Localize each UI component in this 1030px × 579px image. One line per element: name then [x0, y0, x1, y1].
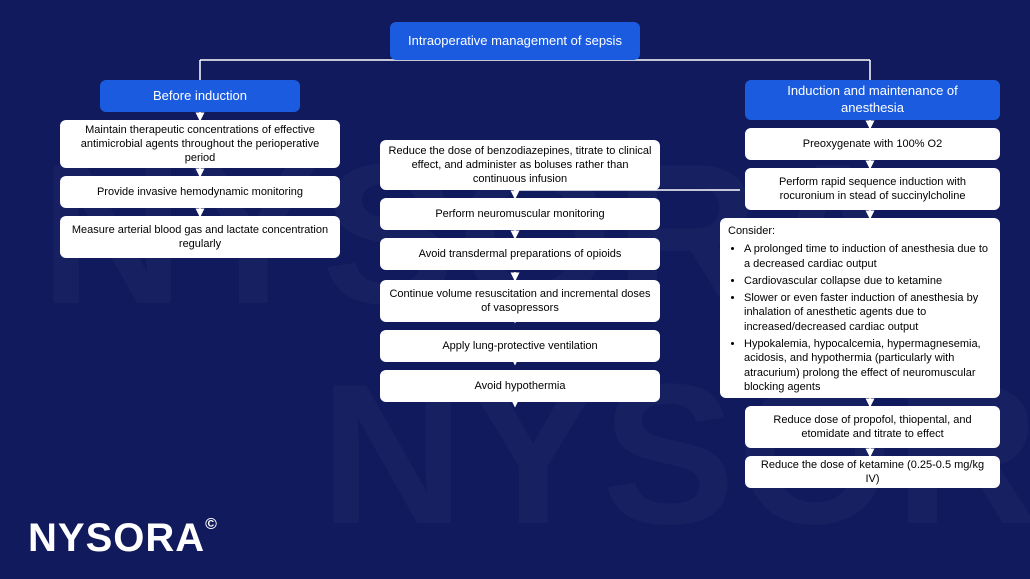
center-item-2: Avoid transdermal preparations of opioid…: [380, 238, 660, 270]
center-item-3: Continue volume resuscitation and increm…: [380, 280, 660, 322]
induction-consider: Consider: A prolonged time to induction …: [720, 218, 1000, 398]
root-label: Intraoperative management of sepsis: [408, 33, 622, 50]
root-header: Intraoperative management of sepsis: [390, 22, 640, 60]
logo: NYSORA©: [28, 516, 218, 561]
before-item-2: Measure arterial blood gas and lactate c…: [60, 216, 340, 258]
induction-item-0: Preoxygenate with 100% O2: [745, 128, 1000, 160]
consider-label: Consider:: [728, 224, 775, 238]
before-item-1: Provide invasive hemodynamic monitoring: [60, 176, 340, 208]
consider-list: A prolonged time to induction of anesthe…: [728, 242, 992, 397]
center-item-1: Perform neuromuscular monitoring: [380, 198, 660, 230]
before-header-label: Before induction: [153, 88, 247, 105]
induction-after-1: Reduce the dose of ketamine (0.25-0.5 mg…: [745, 456, 1000, 488]
logo-text: NYSORA: [28, 516, 205, 560]
induction-after-0: Reduce dose of propofol, thiopental, and…: [745, 406, 1000, 448]
induction-header-label: Induction and maintenance of anesthesia: [755, 83, 990, 117]
induction-header: Induction and maintenance of anesthesia: [745, 80, 1000, 120]
before-header: Before induction: [100, 80, 300, 112]
center-item-4: Apply lung-protective ventilation: [380, 330, 660, 362]
logo-suffix: ©: [205, 516, 218, 533]
center-item-5: Avoid hypothermia: [380, 370, 660, 402]
center-item-0: Reduce the dose of benzodiazepines, titr…: [380, 140, 660, 190]
before-item-0: Maintain therapeutic concentrations of e…: [60, 120, 340, 168]
induction-item-1: Perform rapid sequence induction with ro…: [745, 168, 1000, 210]
